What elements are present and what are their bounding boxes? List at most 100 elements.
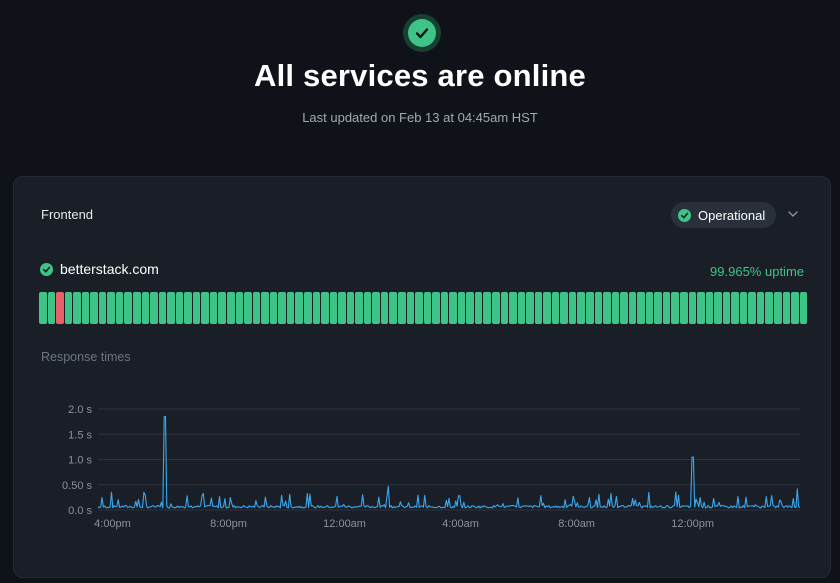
uptime-bar[interactable]	[628, 292, 637, 324]
x-tick-label: 12:00am	[323, 518, 366, 530]
uptime-bar[interactable]	[791, 292, 799, 324]
uptime-bar[interactable]	[346, 292, 355, 324]
uptime-bar[interactable]	[133, 292, 141, 324]
uptime-bar[interactable]	[449, 292, 457, 324]
uptime-bar[interactable]	[278, 292, 286, 324]
uptime-bar[interactable]	[509, 292, 517, 324]
uptime-bar[interactable]	[765, 292, 774, 324]
uptime-bar[interactable]	[192, 292, 201, 324]
uptime-bar[interactable]	[329, 292, 338, 324]
uptime-bar[interactable]	[534, 292, 543, 324]
uptime-bar[interactable]	[312, 292, 321, 324]
uptime-bar[interactable]	[731, 292, 739, 324]
uptime-bar[interactable]	[303, 292, 312, 324]
check-icon	[40, 262, 53, 276]
uptime-percentage: 99.965% uptime	[710, 264, 804, 279]
uptime-bar[interactable]	[568, 292, 577, 324]
uptime-bar[interactable]	[774, 292, 782, 324]
uptime-bar[interactable]	[355, 292, 363, 324]
uptime-bar[interactable]	[73, 292, 81, 324]
uptime-bar[interactable]	[269, 292, 278, 324]
uptime-bar[interactable]	[150, 292, 158, 324]
uptime-bar[interactable]	[389, 292, 397, 324]
uptime-bar[interactable]	[645, 292, 654, 324]
uptime-bar[interactable]	[466, 292, 474, 324]
uptime-bar[interactable]	[141, 292, 150, 324]
uptime-bar[interactable]	[483, 292, 491, 324]
uptime-bar[interactable]	[90, 292, 98, 324]
uptime-bar[interactable]	[423, 292, 432, 324]
uptime-bar[interactable]	[372, 292, 380, 324]
x-tick-label: 4:00pm	[94, 518, 131, 530]
uptime-bar[interactable]	[577, 292, 585, 324]
uptime-bar[interactable]	[261, 292, 269, 324]
uptime-bar[interactable]	[654, 292, 662, 324]
uptime-bar[interactable]	[184, 292, 192, 324]
uptime-bar[interactable]	[235, 292, 244, 324]
x-tick-label: 12:00pm	[671, 518, 714, 530]
chevron-down-icon[interactable]	[787, 208, 799, 220]
uptime-bar[interactable]	[500, 292, 509, 324]
uptime-bar[interactable]	[637, 292, 645, 324]
uptime-bar[interactable]	[551, 292, 560, 324]
uptime-bar[interactable]	[586, 292, 594, 324]
check-icon	[678, 208, 691, 222]
uptime-bar[interactable]	[115, 292, 124, 324]
uptime-bar[interactable]	[380, 292, 389, 324]
uptime-bar[interactable]	[782, 292, 791, 324]
y-tick-label: 1.0 s	[68, 455, 92, 467]
uptime-bar[interactable]	[474, 292, 483, 324]
uptime-bar[interactable]	[295, 292, 303, 324]
uptime-bar[interactable]	[209, 292, 218, 324]
uptime-bar[interactable]	[338, 292, 346, 324]
uptime-bar[interactable]	[799, 292, 808, 324]
uptime-bar[interactable]	[526, 292, 534, 324]
uptime-bar[interactable]	[697, 292, 705, 324]
uptime-bar[interactable]	[440, 292, 449, 324]
uptime-bar[interactable]	[560, 292, 568, 324]
uptime-bar[interactable]	[705, 292, 714, 324]
uptime-bar[interactable]	[594, 292, 603, 324]
uptime-bar[interactable]	[756, 292, 765, 324]
uptime-bar[interactable]	[680, 292, 688, 324]
uptime-bar[interactable]	[714, 292, 722, 324]
uptime-bar[interactable]	[688, 292, 697, 324]
uptime-bar[interactable]	[252, 292, 261, 324]
check-icon	[403, 14, 441, 52]
uptime-bar[interactable]	[39, 292, 47, 324]
uptime-bar[interactable]	[244, 292, 252, 324]
uptime-bar[interactable]	[158, 292, 167, 324]
uptime-bar[interactable]	[227, 292, 235, 324]
uptime-bar[interactable]	[432, 292, 440, 324]
uptime-bar[interactable]	[671, 292, 680, 324]
uptime-bar[interactable]	[739, 292, 748, 324]
uptime-bar[interactable]	[98, 292, 107, 324]
uptime-bar[interactable]	[748, 292, 756, 324]
uptime-bar[interactable]	[517, 292, 526, 324]
uptime-bar[interactable]	[415, 292, 423, 324]
uptime-bar[interactable]	[218, 292, 227, 324]
uptime-bar[interactable]	[620, 292, 628, 324]
uptime-bar[interactable]	[201, 292, 209, 324]
uptime-bar[interactable]	[47, 292, 56, 324]
uptime-bar[interactable]	[662, 292, 671, 324]
uptime-bar[interactable]	[491, 292, 500, 324]
uptime-bar-down[interactable]	[56, 292, 64, 324]
uptime-bar[interactable]	[175, 292, 184, 324]
uptime-bar[interactable]	[543, 292, 551, 324]
uptime-bar[interactable]	[124, 292, 133, 324]
uptime-bar[interactable]	[457, 292, 466, 324]
status-label: Operational	[698, 207, 766, 223]
uptime-bar[interactable]	[64, 292, 73, 324]
uptime-bar[interactable]	[363, 292, 372, 324]
uptime-bar[interactable]	[397, 292, 406, 324]
uptime-bar[interactable]	[406, 292, 415, 324]
uptime-bar[interactable]	[722, 292, 731, 324]
uptime-bar[interactable]	[611, 292, 620, 324]
uptime-bar[interactable]	[81, 292, 90, 324]
uptime-bar[interactable]	[603, 292, 611, 324]
uptime-bar[interactable]	[286, 292, 295, 324]
uptime-bar[interactable]	[107, 292, 115, 324]
uptime-bar[interactable]	[167, 292, 175, 324]
uptime-bar[interactable]	[321, 292, 329, 324]
